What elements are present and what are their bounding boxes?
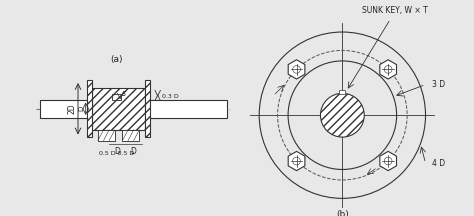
Polygon shape [288,151,305,171]
Bar [122,130,139,141]
Polygon shape [380,151,397,171]
Bar [139,100,228,118]
Bar [146,80,150,137]
Polygon shape [380,60,397,79]
Bar [98,130,115,141]
Circle shape [320,93,364,137]
Text: 4 D: 4 D [432,159,445,168]
Polygon shape [288,60,305,79]
Bar [339,90,346,94]
Text: D: D [130,147,136,156]
Text: D: D [115,147,120,156]
Bar [40,100,158,118]
Bar [87,80,92,137]
Text: (b): (b) [336,210,349,216]
Text: 0.5 D 0.5 D: 0.5 D 0.5 D [99,151,134,156]
Text: 0.3 D: 0.3 D [162,94,178,99]
Text: 3 D: 3 D [432,80,445,89]
Bar [112,94,121,100]
Text: 2D: 2D [67,103,76,114]
Text: D: D [78,106,84,111]
Text: (a): (a) [110,55,123,64]
Text: s: s [122,89,126,98]
Text: SUNK KEY, W × T: SUNK KEY, W × T [362,6,428,14]
Bar [92,88,146,130]
